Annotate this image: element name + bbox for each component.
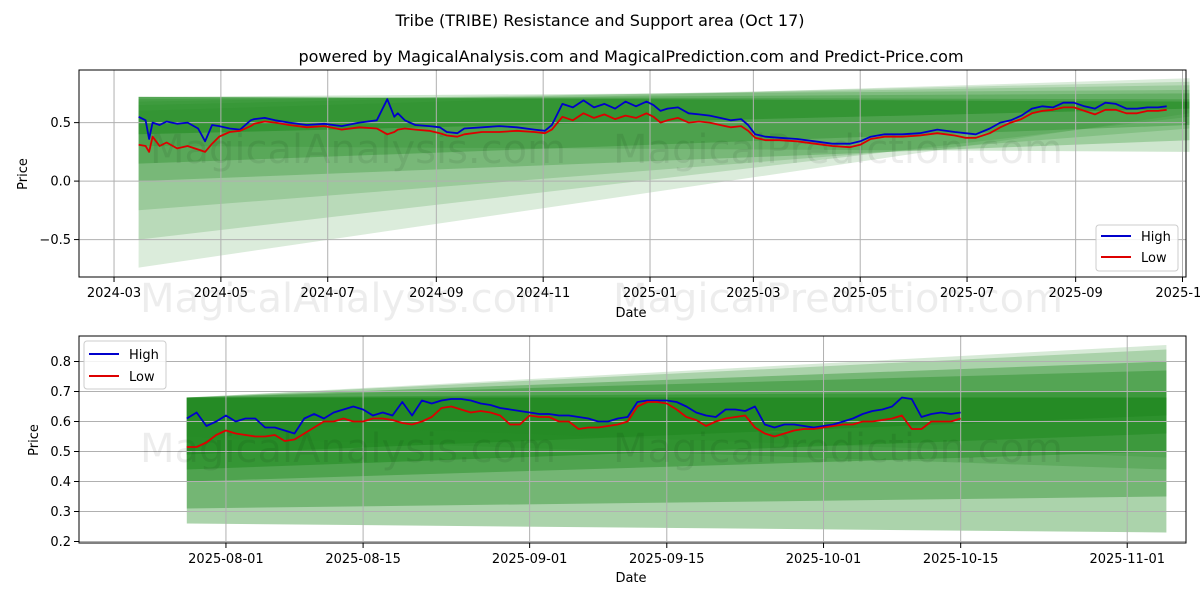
bottom-legend: High Low bbox=[83, 340, 167, 390]
bottom-y-tick-label-0: 0.2 bbox=[50, 535, 71, 550]
top-legend-high-label: High bbox=[1141, 230, 1171, 245]
top-x-axis-label: Date bbox=[615, 306, 646, 321]
top-series bbox=[138, 98, 1167, 153]
bottom-x-tick-label-3: 2025-09-15 bbox=[629, 552, 705, 567]
top-band-0 bbox=[138, 96, 1190, 135]
bottom-y-tick-label-5: 0.7 bbox=[50, 385, 71, 400]
top-watermark-left: MagicalAnalysis.com bbox=[150, 127, 566, 173]
bottom-y-tick-label-6: 0.8 bbox=[50, 355, 71, 370]
bottom-x-tick-label-0: 2025-08-01 bbox=[188, 552, 264, 567]
bottom-y-tick-label-2: 0.4 bbox=[50, 475, 71, 490]
bottom-x-tick-label-1: 2025-08-15 bbox=[325, 552, 401, 567]
top-band-1 bbox=[138, 96, 1190, 164]
bottom-x-axis-label: Date bbox=[615, 571, 646, 586]
top-x-tick-label-8: 2025-07 bbox=[940, 286, 994, 301]
top-series-low bbox=[138, 106, 1167, 153]
chart-subtitle: powered by MagicalAnalysis.com and Magic… bbox=[298, 47, 963, 66]
bottom-x-tick-label-4: 2025-10-01 bbox=[786, 552, 862, 567]
top-watermark-left-lower: MagicalAnalysis.com bbox=[140, 276, 556, 322]
bottom-band-2 bbox=[186, 391, 1167, 482]
bottom-series-high bbox=[186, 396, 961, 435]
top-x-tick-label-7: 2025-05 bbox=[833, 286, 887, 301]
top-y-tick-label-1: 0.0 bbox=[50, 175, 71, 190]
bottom-axis-ticks: 2025-08-01 2025-08-15 2025-09-01 2025-09-15… bbox=[50, 355, 1165, 567]
top-x-tick-label-3: 2024-09 bbox=[409, 286, 463, 301]
bottom-legend-high-label: High bbox=[129, 348, 159, 363]
bottom-x-tick-label-6: 2025-11-01 bbox=[1089, 552, 1165, 567]
top-y-axis-label: Price bbox=[16, 158, 31, 190]
top-x-tick-label-4: 2024-11 bbox=[516, 286, 570, 301]
bottom-legend-low-label: Low bbox=[129, 370, 155, 385]
bottom-plot-frame bbox=[78, 335, 1187, 544]
bottom-grid bbox=[79, 336, 1186, 543]
bottom-x-tick-label-2: 2025-09-01 bbox=[492, 552, 568, 567]
top-legend-low-label: Low bbox=[1141, 251, 1167, 266]
bottom-y-axis-label: Price bbox=[27, 424, 42, 456]
bottom-chart: MagicalAnalysis.com MagicalPrediction.co… bbox=[27, 335, 1187, 586]
top-x-tick-label-2: 2024-07 bbox=[301, 286, 355, 301]
top-band-6 bbox=[138, 78, 1190, 268]
top-band-2 bbox=[138, 93, 1190, 182]
top-y-tick-label-0: 0.5 bbox=[50, 116, 71, 131]
bottom-watermark-left: MagicalAnalysis.com bbox=[140, 426, 556, 472]
top-x-tick-label-1: 2024-05 bbox=[194, 286, 248, 301]
top-x-tick-label-10: 2025-11 bbox=[1155, 286, 1200, 301]
bottom-series-low bbox=[186, 401, 961, 448]
top-y-tick-label-2: −0.5 bbox=[39, 233, 71, 248]
bottom-series bbox=[186, 396, 961, 448]
bottom-watermark-right: MagicalPrediction.com bbox=[613, 426, 1063, 472]
bottom-x-tick-label-5: 2025-10-15 bbox=[923, 552, 999, 567]
bottom-y-tick-label-3: 0.5 bbox=[50, 445, 71, 460]
top-axis-ticks: 2024-03 2024-05 2024-07 2024-09 2024-11 2025-… bbox=[39, 116, 1200, 301]
top-series-high bbox=[138, 98, 1167, 145]
top-x-tick-label-5: 2025-01 bbox=[623, 286, 677, 301]
top-x-tick-label-0: 2024-03 bbox=[87, 286, 141, 301]
top-plot-frame bbox=[78, 69, 1187, 278]
bottom-band-3 bbox=[186, 370, 1167, 509]
top-watermark-right: MagicalPrediction.com bbox=[613, 127, 1063, 173]
top-legend: High Low bbox=[1095, 224, 1179, 272]
bottom-y-tick-label-4: 0.6 bbox=[50, 415, 71, 430]
bottom-y-tick-label-1: 0.3 bbox=[50, 505, 71, 520]
top-band-5 bbox=[138, 81, 1190, 240]
top-chart: MagicalAnalysis.com MagicalPrediction.co… bbox=[16, 69, 1200, 322]
top-x-tick-label-6: 2025-03 bbox=[726, 286, 780, 301]
top-x-tick-label-9: 2025-09 bbox=[1048, 286, 1102, 301]
chart-title: Tribe (TRIBE) Resistance and Support are… bbox=[395, 11, 805, 30]
top-watermark-right-lower: MagicalPrediction.com bbox=[613, 276, 1063, 322]
